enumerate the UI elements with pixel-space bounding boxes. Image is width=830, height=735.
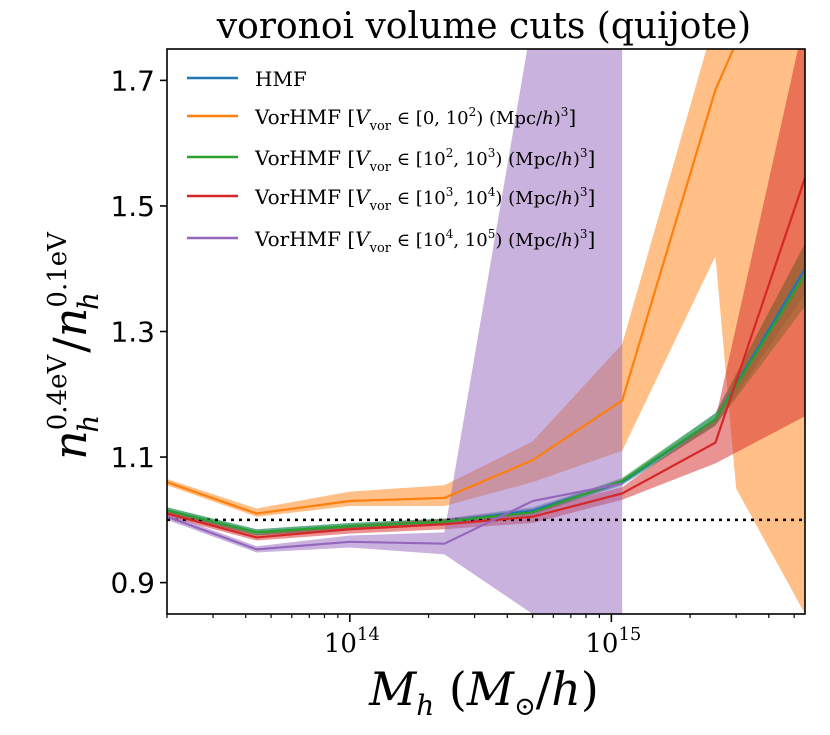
y-tick-label-3: 1.5 xyxy=(110,190,155,223)
y-axis: 0.9 1.1 1.3 1.5 1.7 xyxy=(110,64,167,600)
legend-label-1: VorHMF [Vvor ∈ [0, 102) (Mpc/h)3] xyxy=(254,105,576,134)
plot-area xyxy=(166,48,806,615)
y-tick-label-0: 0.9 xyxy=(110,567,155,600)
legend-label-4: VorHMF [Vvor ∈ [104, 105) (Mpc/h)3] xyxy=(254,227,595,256)
series-band-2 xyxy=(167,243,805,536)
series-line-3 xyxy=(167,177,805,539)
legend: HMF VorHMF [Vvor ∈ [0, 102) (Mpc/h)3] VorH… xyxy=(187,67,595,256)
y-axis-label: n0.4eVh/n0.1eVh xyxy=(43,231,105,460)
series-line-2 xyxy=(167,274,805,534)
series-band-1 xyxy=(167,49,805,614)
series-line-4 xyxy=(167,482,623,551)
y-tick-label-2: 1.3 xyxy=(110,316,155,349)
x-axis: 1014 1015 xyxy=(166,614,795,659)
y-tick-label-4: 1.7 xyxy=(110,64,155,97)
y-tick-label-1: 1.1 xyxy=(110,441,155,474)
legend-label-3: VorHMF [Vvor ∈ [103, 104) (Mpc/h)3] xyxy=(254,185,595,214)
x-tick-label-1: 1015 xyxy=(585,624,641,659)
svg-text:Mh (M⊙/h): Mh (M⊙/h) xyxy=(368,662,599,722)
svg-text:n0.4eVh/n0.1eVh: n0.4eVh/n0.1eVh xyxy=(43,231,105,460)
x-axis-label: Mh (M⊙/h) xyxy=(368,662,599,722)
legend-label-2: VorHMF [Vvor ∈ [102, 103) (Mpc/h)3] xyxy=(254,146,595,175)
series-band-4 xyxy=(167,49,623,614)
legend-label-0: HMF xyxy=(255,67,307,91)
x-tick-label-0: 1014 xyxy=(324,624,380,659)
chart-title: voronoi volume cuts (quijote) xyxy=(216,6,751,47)
